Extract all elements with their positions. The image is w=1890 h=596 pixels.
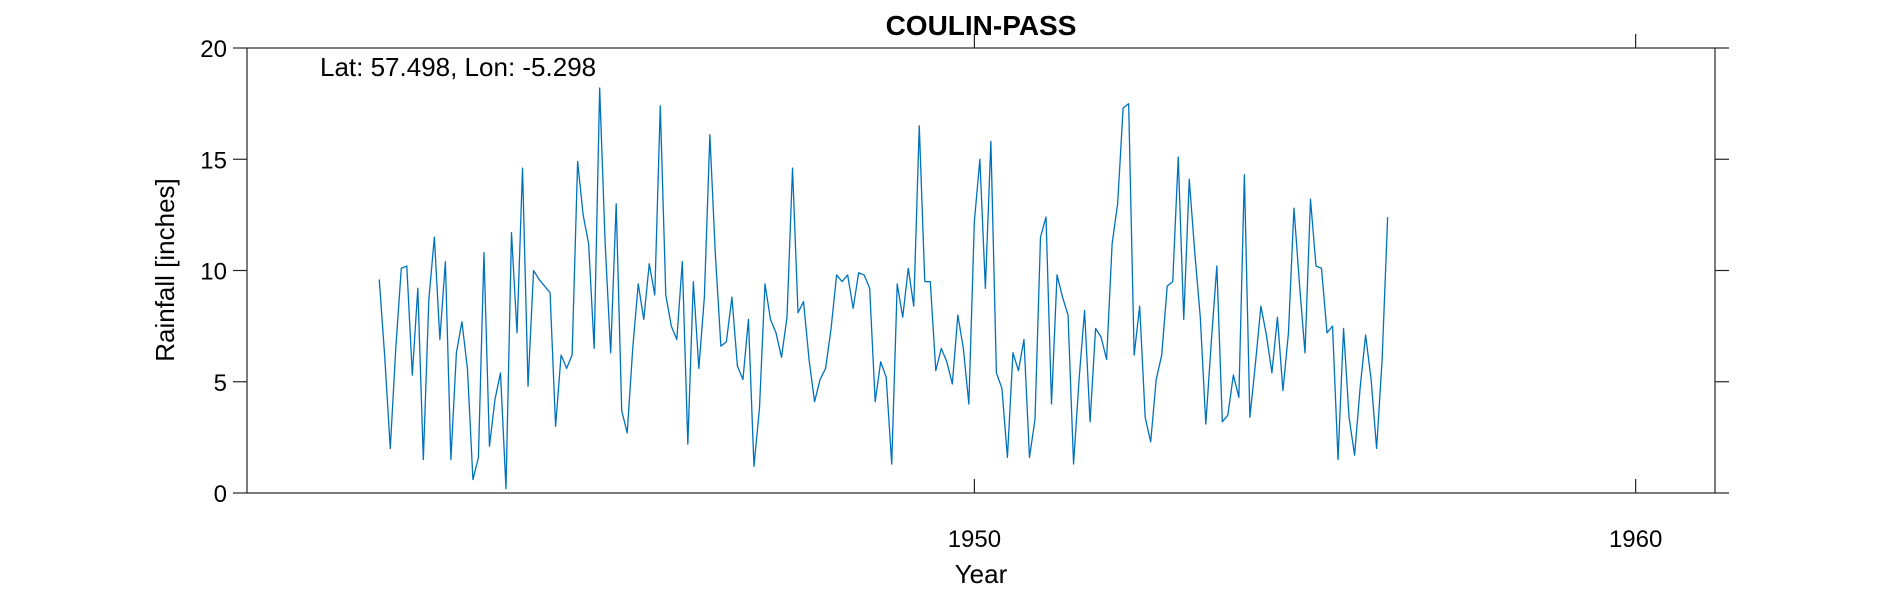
y-tick-label: 5 [214, 370, 227, 397]
x-axis-label: Year [955, 559, 1008, 589]
y-tick-label: 20 [200, 36, 227, 63]
chart-title: COULIN-PASS [886, 10, 1077, 41]
tick-labels: 0 5 10 15 20 1950 1960 [200, 36, 1662, 553]
rainfall-series-line [378, 87, 1389, 490]
y-tick-label: 15 [200, 147, 227, 174]
x-tick-label: 1960 [1609, 526, 1662, 553]
y-tick-label: 0 [214, 481, 227, 508]
y-axis-label: Rainfall [inches] [150, 178, 180, 362]
x-tick-label: 1950 [948, 526, 1001, 553]
plot-box [246, 47, 1716, 494]
series-layer [378, 87, 1389, 490]
coordinates-annotation: Lat: 57.498, Lon: -5.298 [320, 52, 596, 82]
y-tick-label: 10 [200, 259, 227, 286]
axis-ticks [233, 34, 1729, 494]
